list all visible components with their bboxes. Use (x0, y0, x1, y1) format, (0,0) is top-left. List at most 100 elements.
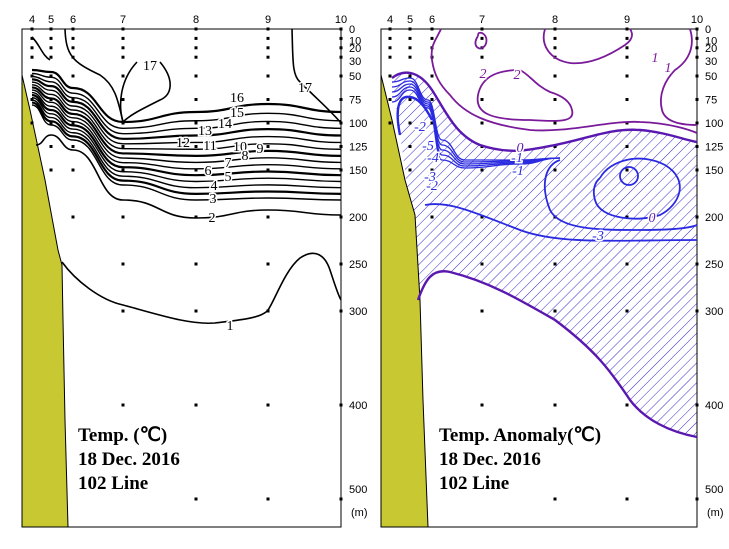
caption-date: 18 Dec. 2016 (439, 449, 541, 470)
sample-point (121, 215, 125, 219)
sample-point (408, 168, 412, 172)
contour-line-15 (31, 72, 342, 129)
sample-point (408, 46, 412, 50)
contour-line-7 (31, 94, 342, 177)
contour-line-neg (391, 86, 561, 167)
sample-point (408, 36, 412, 40)
contour-line-17 (64, 28, 124, 123)
contour-label: 0 (649, 211, 656, 226)
sample-point (480, 403, 484, 407)
sample-point (121, 46, 125, 50)
sample-point (408, 55, 412, 59)
sample-point (71, 145, 75, 148)
station-label: 6 (70, 14, 76, 26)
sample-point (71, 168, 75, 172)
sample-point (388, 98, 392, 101)
contour-line-neg (391, 80, 561, 163)
contour-label: 7 (225, 156, 232, 171)
contour-label: 1 (227, 319, 234, 334)
contour-line-17 (291, 28, 342, 124)
sample-point (553, 46, 557, 50)
contour-line--3-core (619, 166, 639, 186)
sample-point (30, 55, 34, 59)
depth-label: 125 (349, 142, 367, 154)
station-label: 5 (48, 14, 54, 26)
contour-line-2 (660, 28, 698, 126)
sample-point (695, 121, 699, 125)
sample-point (553, 168, 557, 172)
plot-frame (21, 28, 342, 528)
sample-point (430, 145, 434, 148)
sample-point (266, 98, 270, 101)
caption-date: 18 Dec. 2016 (78, 449, 180, 470)
sample-point (339, 168, 343, 172)
sample-point (480, 55, 484, 59)
sample-point (194, 46, 198, 50)
temperature-panel: 4 5 6 7 8 9 1001020305075100125150200250300400… (21, 14, 368, 528)
sample-point (71, 215, 75, 219)
sample-point (49, 74, 53, 78)
sample-point (194, 403, 198, 407)
sample-point (339, 36, 343, 40)
contour-line-2 (476, 69, 574, 122)
sample-point (121, 309, 125, 313)
sample-point (625, 215, 629, 219)
sample-point (625, 98, 629, 101)
depth-label: 300 (705, 306, 723, 318)
contour-label: 6 (205, 164, 212, 179)
contour-line-neg (391, 89, 561, 169)
sample-point (480, 36, 484, 40)
contour-label: 16 (230, 91, 244, 106)
depth-label: 400 (349, 400, 367, 412)
sample-point (266, 55, 270, 59)
sample-point (553, 145, 557, 148)
sample-point (266, 215, 270, 219)
contour-label: 12 (176, 136, 190, 151)
contour-line--3 (592, 157, 681, 220)
sample-point (625, 121, 629, 125)
depth-label: 30 (705, 56, 717, 68)
sample-point (408, 98, 412, 101)
depth-label: 125 (705, 142, 723, 154)
contour-line-3 (31, 104, 342, 201)
anomaly-contours (391, 28, 698, 439)
sample-point (553, 309, 557, 313)
sample-point (266, 74, 270, 78)
anomaly-panel: 4 5 6 7 8 9 1001020305075100125150200250300400… (380, 14, 724, 528)
sample-point (430, 36, 434, 40)
sample-point (388, 46, 392, 50)
sample-point (266, 121, 270, 125)
sample-point (625, 309, 629, 313)
depth-label: 100 (349, 118, 367, 130)
contour-label: 10 (233, 140, 247, 155)
sample-point (480, 215, 484, 219)
sample-point (194, 497, 198, 501)
sample-point (553, 497, 557, 501)
depth-unit: (m) (707, 507, 724, 519)
sample-point (695, 262, 699, 266)
station-label: 8 (193, 14, 199, 26)
depth-unit: (m) (351, 507, 368, 519)
contour-label: 14 (218, 117, 232, 132)
contour-line-1 (542, 28, 633, 65)
sample-point (388, 36, 392, 40)
sample-point (339, 215, 343, 219)
contour-line--5 (396, 95, 434, 136)
depth-label: 400 (705, 400, 723, 412)
contour-label: 5 (225, 170, 232, 185)
sample-point (339, 46, 343, 50)
sample-point (266, 497, 270, 501)
sample-point (49, 55, 53, 59)
sample-point (194, 36, 198, 40)
sample-point (430, 121, 434, 125)
contour-line-17 (31, 36, 51, 61)
contour-label: 1 (665, 61, 672, 76)
sample-point (430, 215, 434, 219)
contour-line-16 (31, 68, 342, 124)
sample-point (480, 27, 484, 31)
sample-point (695, 309, 699, 313)
sample-point (339, 145, 343, 148)
sample-point (553, 262, 557, 266)
station-label: 8 (552, 14, 558, 26)
